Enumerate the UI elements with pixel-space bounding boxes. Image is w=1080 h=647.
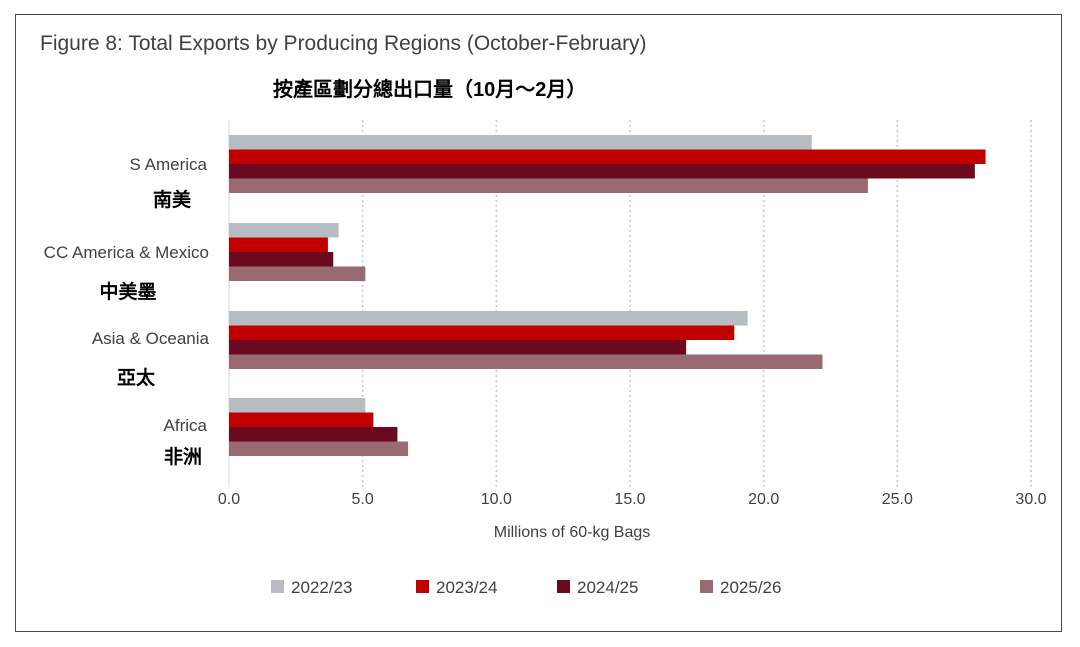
bar: [229, 398, 366, 413]
x-tick-label: 30.0: [1015, 491, 1046, 508]
bar: [229, 354, 823, 369]
legend-label: 2022/23: [291, 578, 352, 597]
bar: [229, 441, 409, 456]
legend-swatch: [271, 580, 284, 593]
bar: [229, 266, 366, 281]
chart-subtitle: 按產區劃分總出口量（10月～2月）: [273, 79, 587, 101]
bar: [229, 340, 687, 355]
bar: [229, 311, 748, 326]
category-label: S America: [130, 155, 208, 174]
x-tick-label: 20.0: [748, 491, 779, 508]
chart-title: Figure 8: Total Exports by Producing Reg…: [40, 32, 647, 55]
bar: [229, 149, 986, 164]
category-label: Africa: [164, 416, 208, 435]
bar: [229, 237, 328, 252]
x-axis-title: Millions of 60-kg Bags: [494, 524, 651, 541]
x-tick-label: 5.0: [352, 491, 374, 508]
legend-swatch: [557, 580, 570, 593]
legend: 2022/23 2023/24 2024/25 2025/26: [271, 578, 781, 597]
x-tick-label: 25.0: [882, 491, 913, 508]
bar: [229, 164, 975, 179]
category-label: Asia & Oceania: [92, 329, 210, 348]
bar: [229, 252, 334, 267]
category-label-secondary: 中美墨: [99, 280, 156, 303]
category-label-secondary: 亞太: [117, 366, 156, 389]
category-labels: S America 南美 CC America & Mexico 中美墨 Asia & …: [44, 155, 210, 468]
bar: [229, 223, 339, 238]
x-tick-label: 0.0: [218, 491, 240, 508]
bar: [229, 427, 398, 442]
x-tick-label: 15.0: [614, 491, 645, 508]
category-label-secondary: 南美: [153, 188, 192, 211]
bar: [229, 412, 374, 427]
category-label: CC America & Mexico: [44, 243, 209, 262]
bar: [229, 178, 868, 193]
legend-label: 2023/24: [436, 578, 497, 597]
legend-label: 2024/25: [577, 578, 638, 597]
legend-swatch: [700, 580, 713, 593]
bar: [229, 135, 812, 150]
x-tick-label: 10.0: [481, 491, 512, 508]
bars: [229, 135, 986, 456]
x-tick-labels: 0.0 5.0 10.0 15.0 20.0 25.0 30.0: [218, 491, 1047, 508]
category-label-secondary: 非洲: [164, 446, 202, 468]
legend-swatch: [416, 580, 429, 593]
legend-label: 2025/26: [720, 578, 781, 597]
bar: [229, 325, 735, 340]
